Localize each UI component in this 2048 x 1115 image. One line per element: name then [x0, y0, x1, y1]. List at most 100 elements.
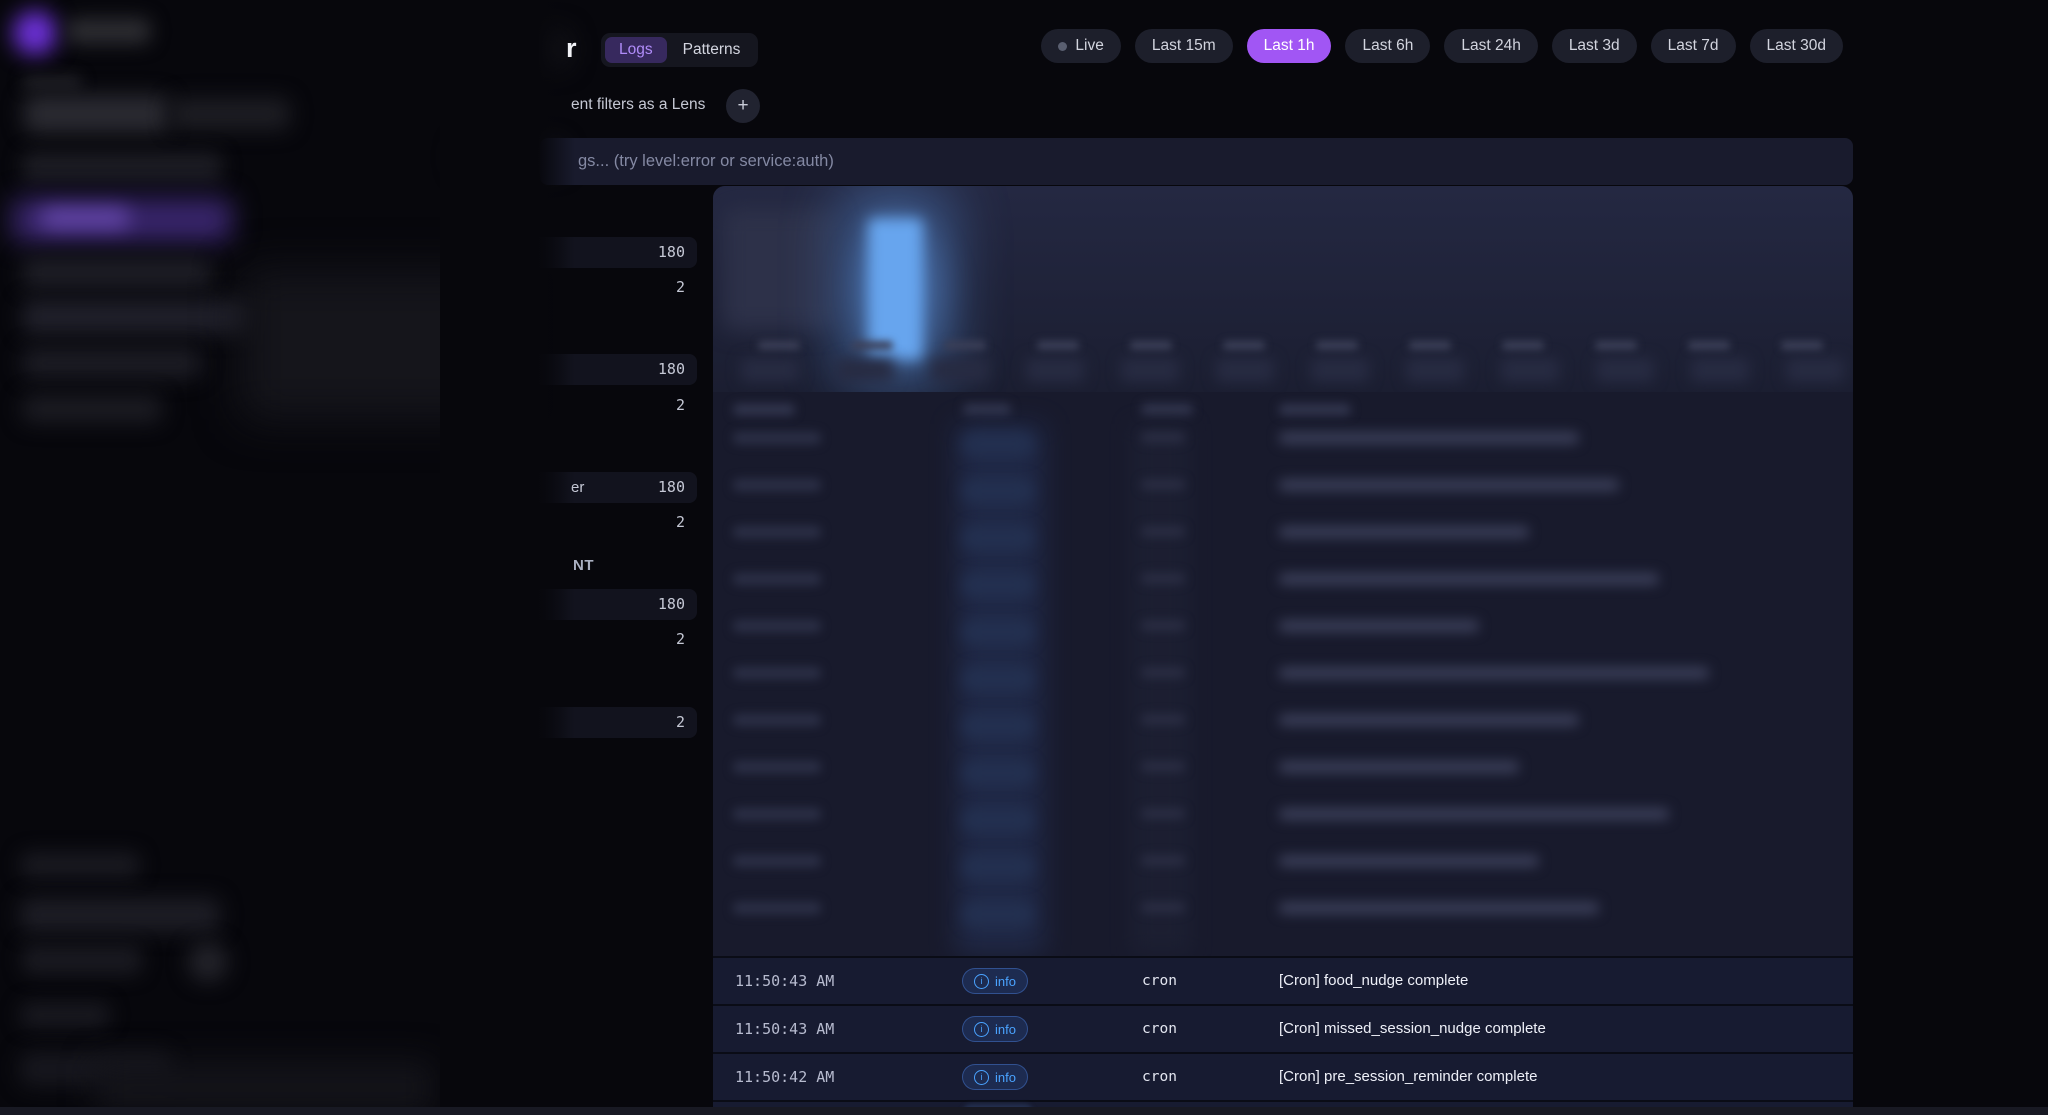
- facet-title-blur: [470, 30, 570, 68]
- time-last-15m-button[interactable]: Last 15m: [1134, 29, 1233, 63]
- axis-tick-blur: [1502, 341, 1544, 350]
- facet-row[interactable]: 2: [455, 707, 697, 738]
- histogram-bar-blur: [1216, 358, 1274, 382]
- blurred-log-row-part: [733, 761, 821, 773]
- blurred-log-row-part: [733, 620, 821, 632]
- blurred-log-row-part: [733, 573, 821, 585]
- blurred-log-row-part: [1279, 761, 1519, 773]
- time-live-label: Live: [1075, 37, 1104, 54]
- facet-row[interactable]: 2: [455, 624, 697, 655]
- facet-row[interactable]: 180: [455, 237, 697, 268]
- blurred-log-row-part: [733, 714, 821, 726]
- sidebar-footer-blur: [20, 898, 220, 932]
- log-results-panel: 11:50:43 AM i info cron [Cron] food_nudge…: [713, 186, 1853, 1115]
- sidebar-active-label-blur: [40, 208, 130, 228]
- blurred-log-row-part: [962, 855, 1034, 879]
- histogram-bar-blur: [1406, 358, 1464, 382]
- facet-label-fragment: er: [571, 479, 585, 496]
- facet-row[interactable]: 2: [455, 272, 697, 303]
- blurred-log-row-part: [962, 432, 1034, 456]
- add-lens-button[interactable]: +: [726, 89, 760, 123]
- time-last-24h-button[interactable]: Last 24h: [1444, 29, 1538, 63]
- sidebar-search-blur: [24, 95, 169, 133]
- tab-logs[interactable]: Logs: [605, 37, 667, 63]
- sidebar-footer-blur: [20, 852, 140, 878]
- facet-count: 2: [675, 513, 685, 531]
- sidebar-avatar-blur: [188, 942, 228, 982]
- chart-tooltip-blur: [723, 208, 835, 330]
- facet-row[interactable]: 180: [455, 589, 697, 620]
- bottom-edge-strip: [0, 1107, 2048, 1115]
- log-service: cron: [1142, 1021, 1177, 1037]
- histogram-bar-blur: [1121, 358, 1179, 382]
- blurred-log-row-part: [1141, 620, 1185, 631]
- level-badge: i info: [962, 968, 1028, 994]
- app-logo-blur: [13, 11, 57, 55]
- blurred-log-row-part: [1141, 432, 1185, 443]
- sidebar-item-blur: [22, 395, 162, 423]
- histogram-bar-blur: [1596, 358, 1654, 382]
- blurred-log-row-part: [733, 526, 821, 538]
- level-label: info: [995, 973, 1016, 989]
- facet-row[interactable]: 180: [455, 354, 697, 385]
- log-service: cron: [1142, 973, 1177, 989]
- log-row[interactable]: 11:50:43 AM i info cron [Cron] food_nudge…: [713, 958, 1853, 1004]
- facet-count: 2: [675, 713, 685, 731]
- level-label: info: [995, 1021, 1016, 1037]
- sidebar-item-blur: [22, 300, 252, 334]
- log-row[interactable]: 11:50:43 AM i info cron [Cron] missed_ses…: [713, 1006, 1853, 1052]
- facet-row[interactable]: 2: [455, 507, 697, 538]
- time-last-30d-button[interactable]: Last 30d: [1749, 29, 1843, 63]
- plus-icon: +: [737, 95, 749, 116]
- blurred-log-row-part: [733, 855, 821, 867]
- facet-row[interactable]: 2: [455, 390, 697, 421]
- log-row[interactable]: 11:50:42 AM i info cron [Cron] pre_sessio…: [713, 1054, 1853, 1100]
- tab-patterns[interactable]: Patterns: [682, 41, 741, 58]
- log-search-input[interactable]: [540, 138, 1853, 185]
- blurred-log-row-part: [1141, 479, 1185, 490]
- facet-count: 180: [657, 595, 685, 613]
- time-last-1h-button[interactable]: Last 1h: [1246, 29, 1332, 63]
- sidebar-section-blur: [22, 75, 82, 89]
- blurred-log-row-part: [733, 808, 821, 820]
- facet-section-header-fragment: NT: [573, 557, 594, 574]
- live-dot-icon: [1058, 41, 1068, 51]
- app-name-blur: [66, 18, 151, 44]
- sidebar-item-blur: [22, 152, 222, 182]
- chart-highlight-bar: [868, 218, 923, 360]
- blurred-log-row-part: [1141, 667, 1185, 678]
- axis-tick-blur: [758, 341, 800, 350]
- facet-count: 180: [657, 360, 685, 378]
- blurred-log-row-part: [1279, 667, 1709, 679]
- axis-tick-blur: [851, 341, 893, 350]
- axis-tick-blur: [1130, 341, 1172, 350]
- blurred-log-row-part: [1279, 620, 1479, 632]
- info-icon: i: [974, 1069, 989, 1085]
- blurred-log-row-part: [733, 432, 821, 444]
- column-header-blur: [1279, 404, 1351, 415]
- time-live-button[interactable]: Live: [1041, 29, 1121, 63]
- blurred-log-row-part: [962, 902, 1034, 926]
- time-last-3d-button[interactable]: Last 3d: [1551, 29, 1637, 63]
- log-message: [Cron] food_nudge complete: [1279, 972, 1469, 989]
- histogram-bar-blur: [1786, 358, 1844, 382]
- info-icon: i: [974, 973, 989, 989]
- facet-row[interactable]: er 180: [455, 472, 697, 503]
- histogram-bar-blur: [1501, 358, 1559, 382]
- time-last-6h-button[interactable]: Last 6h: [1345, 29, 1431, 63]
- axis-tick-blur: [1409, 341, 1451, 350]
- facet-count: 180: [657, 243, 685, 261]
- blurred-log-row-part: [962, 808, 1034, 832]
- axis-tick-blur: [1223, 341, 1265, 350]
- blurred-log-row-part: [1279, 432, 1579, 444]
- blurred-log-row-part: [733, 902, 821, 914]
- axis-tick-blur: [1688, 341, 1730, 350]
- blurred-log-row-part: [1279, 714, 1579, 726]
- blurred-log-row-part: [1279, 902, 1599, 914]
- blurred-log-row-part: [962, 526, 1034, 550]
- column-header-blur: [733, 404, 795, 415]
- axis-tick-blur: [1781, 341, 1823, 350]
- time-last-7d-button[interactable]: Last 7d: [1650, 29, 1736, 63]
- blurred-log-row-part: [1279, 573, 1659, 585]
- blurred-log-row-part: [962, 620, 1034, 644]
